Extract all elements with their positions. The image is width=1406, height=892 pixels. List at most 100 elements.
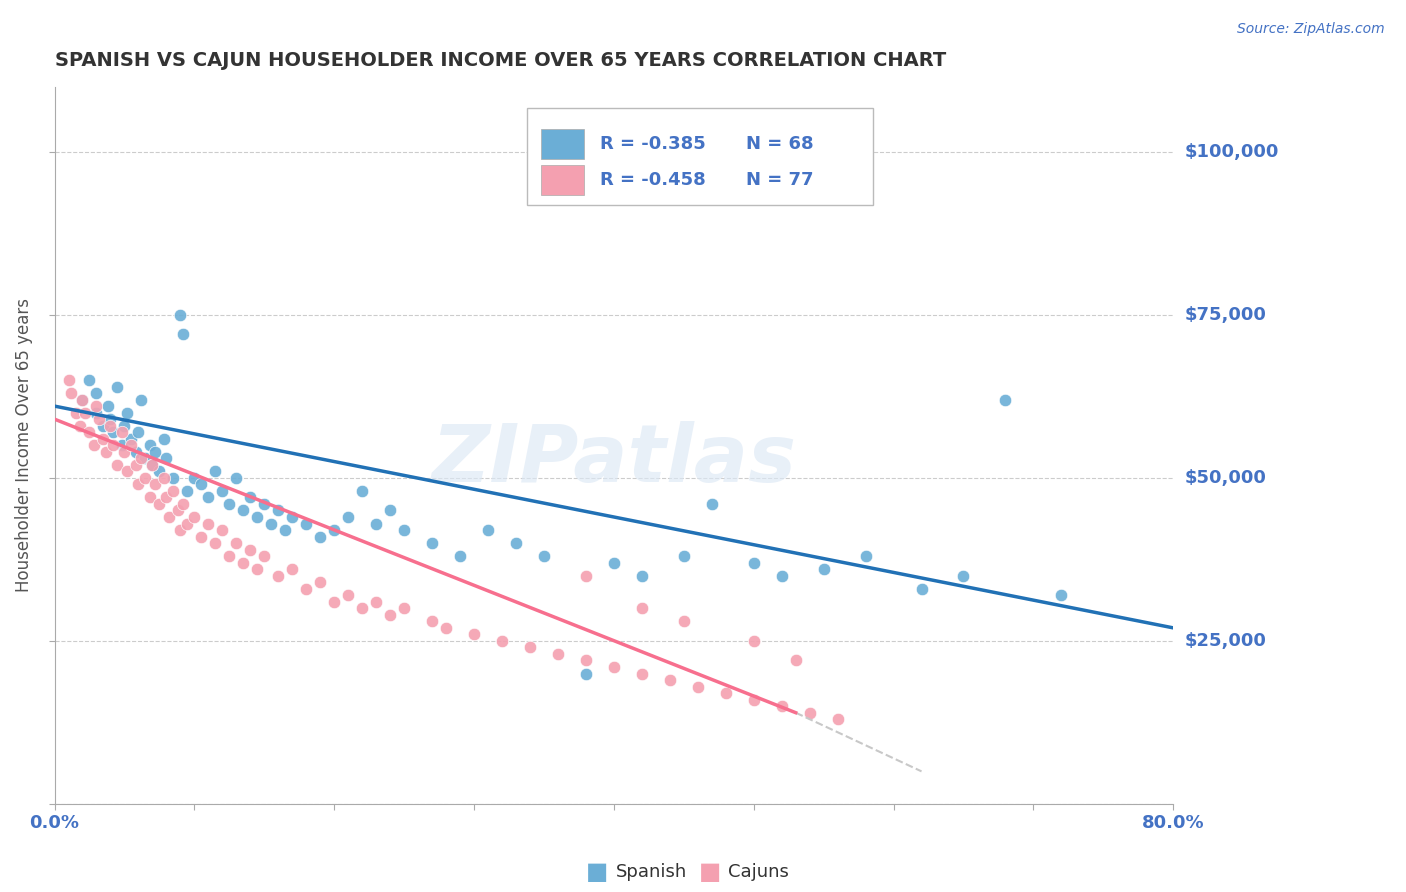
Point — [352, 483, 374, 498]
Point — [575, 653, 598, 667]
Text: $50,000: $50,000 — [1184, 469, 1267, 487]
Point — [75, 406, 97, 420]
Point — [575, 568, 598, 582]
Point — [138, 491, 160, 505]
Point — [770, 699, 793, 714]
Point — [323, 595, 346, 609]
Point — [124, 458, 146, 472]
Point — [172, 497, 194, 511]
Point — [141, 458, 163, 472]
FancyBboxPatch shape — [541, 165, 583, 194]
Point — [148, 497, 170, 511]
Point — [813, 562, 835, 576]
Point — [378, 607, 401, 622]
Point — [117, 464, 139, 478]
Point — [83, 438, 105, 452]
Point — [295, 582, 318, 596]
Point — [449, 549, 471, 563]
Text: $100,000: $100,000 — [1184, 143, 1279, 161]
Point — [197, 491, 219, 505]
Point — [176, 516, 198, 531]
Point — [169, 308, 191, 322]
Point — [952, 568, 974, 582]
Point — [260, 516, 283, 531]
Point — [420, 615, 443, 629]
Point — [127, 477, 149, 491]
Point — [246, 562, 269, 576]
Point — [183, 471, 205, 485]
Point — [714, 686, 737, 700]
Point — [378, 503, 401, 517]
Point — [742, 692, 765, 706]
Point — [86, 406, 108, 420]
Point — [124, 444, 146, 458]
Point — [204, 464, 226, 478]
Point — [672, 549, 695, 563]
Point — [97, 399, 120, 413]
Point — [120, 438, 142, 452]
Point — [281, 510, 304, 524]
Point — [58, 373, 80, 387]
Point — [742, 556, 765, 570]
Point — [117, 406, 139, 420]
Point — [172, 327, 194, 342]
Point — [267, 568, 290, 582]
Point — [366, 595, 388, 609]
Point — [89, 412, 111, 426]
Point — [246, 510, 269, 524]
Point — [603, 660, 626, 674]
Point — [1050, 588, 1073, 602]
Point — [183, 510, 205, 524]
Point — [86, 386, 108, 401]
Point — [232, 556, 254, 570]
Point — [103, 438, 125, 452]
Point — [274, 523, 297, 537]
Point — [910, 582, 932, 596]
Point — [107, 379, 129, 393]
Point — [267, 503, 290, 517]
Point — [103, 425, 125, 440]
Point — [176, 483, 198, 498]
Point — [218, 549, 240, 563]
Point — [799, 706, 821, 720]
Point — [519, 640, 541, 655]
Point — [96, 444, 118, 458]
Point — [190, 477, 212, 491]
Point — [686, 680, 709, 694]
Point — [111, 438, 134, 452]
Point — [134, 471, 156, 485]
Point — [742, 634, 765, 648]
Point — [491, 634, 513, 648]
Point — [162, 471, 184, 485]
Point — [218, 497, 240, 511]
Point — [157, 510, 180, 524]
Point — [211, 523, 233, 537]
Point — [60, 386, 83, 401]
Point — [232, 503, 254, 517]
Point — [141, 458, 163, 472]
Point — [672, 615, 695, 629]
Point — [65, 406, 87, 420]
Point — [166, 503, 188, 517]
Point — [253, 497, 276, 511]
Point — [295, 516, 318, 531]
Text: $75,000: $75,000 — [1184, 306, 1267, 324]
Text: N = 77: N = 77 — [747, 170, 814, 189]
Point — [337, 588, 360, 602]
Text: SPANISH VS CAJUN HOUSEHOLDER INCOME OVER 65 YEARS CORRELATION CHART: SPANISH VS CAJUN HOUSEHOLDER INCOME OVER… — [55, 51, 946, 70]
Point — [239, 491, 262, 505]
Point — [69, 418, 91, 433]
Point — [143, 477, 166, 491]
Point — [93, 432, 115, 446]
Text: R = -0.385: R = -0.385 — [600, 135, 706, 153]
Point — [114, 418, 136, 433]
Text: Spanish: Spanish — [616, 863, 688, 881]
Y-axis label: Householder Income Over 65 years: Householder Income Over 65 years — [15, 298, 32, 592]
Point — [148, 464, 170, 478]
Point — [700, 497, 723, 511]
Point — [323, 523, 346, 537]
Point — [120, 432, 142, 446]
FancyBboxPatch shape — [527, 108, 873, 205]
FancyBboxPatch shape — [541, 128, 583, 159]
Point — [127, 425, 149, 440]
